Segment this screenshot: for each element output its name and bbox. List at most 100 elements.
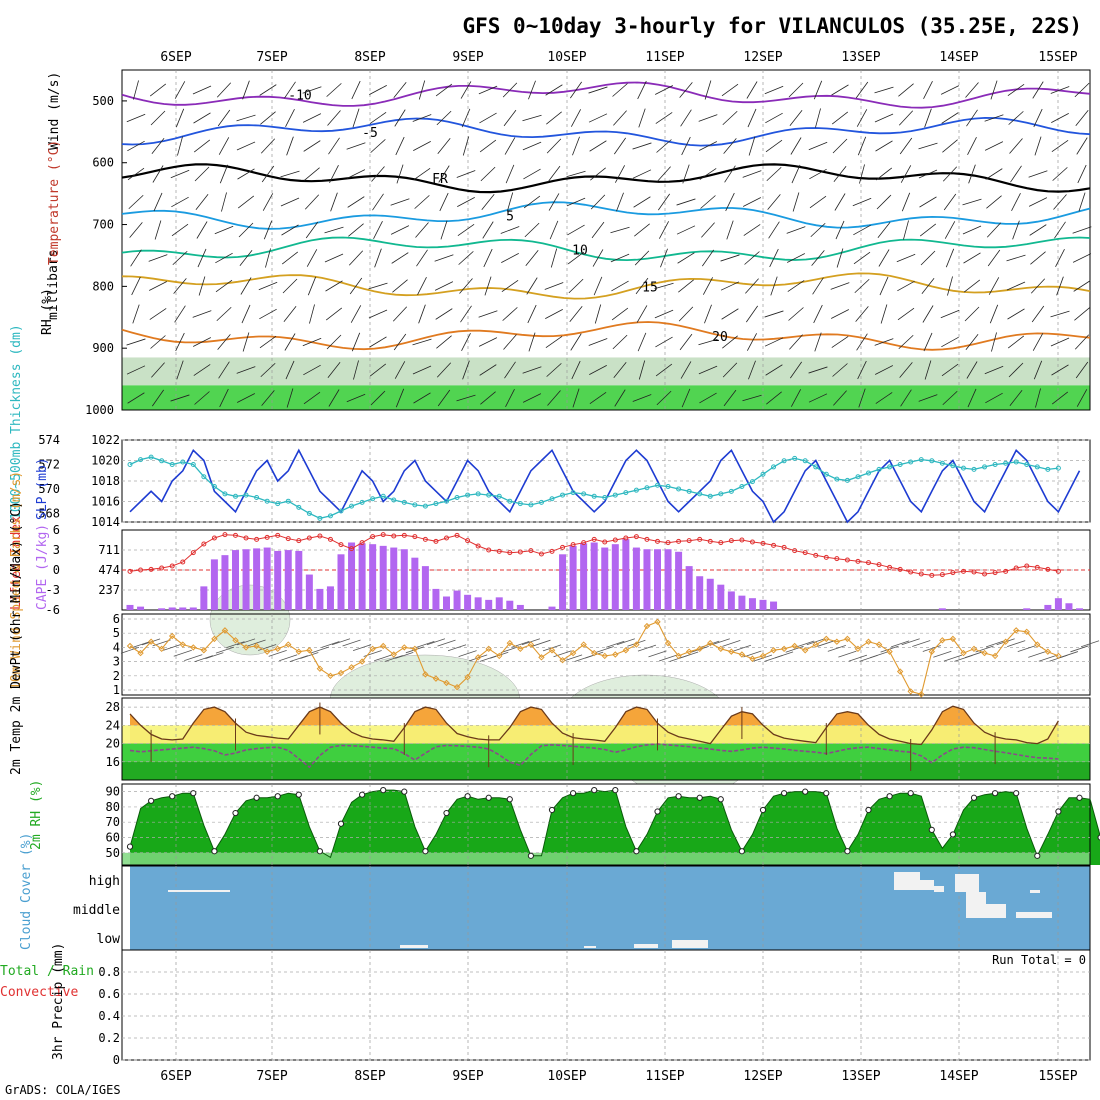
wind-barb (966, 361, 978, 379)
wind-barb (590, 167, 606, 181)
wind-barb (791, 164, 801, 184)
wind-barb (832, 363, 848, 377)
wind-barb (918, 142, 938, 150)
wind-barb (724, 165, 736, 183)
thickness-point (159, 458, 165, 464)
wind-barb (259, 308, 277, 320)
cape-bar (295, 550, 303, 610)
wind-barb (374, 248, 382, 268)
thickness-point (401, 499, 407, 505)
wind-barb (874, 338, 894, 346)
wind-barb (435, 308, 453, 320)
wind10m-point (126, 642, 134, 650)
thickness-point (475, 491, 481, 497)
wind-barb (394, 361, 406, 379)
wind10m-barb (447, 644, 467, 652)
rh-point (907, 790, 914, 797)
cape-bar (938, 608, 946, 610)
thickness-point (781, 458, 787, 464)
wind10m-tick: 2 (113, 669, 120, 683)
chart-title: GFS 0~10day 3-hourly for VILANCULOS (35.… (462, 14, 1082, 38)
wind10m-barb (1028, 651, 1047, 658)
thickness-point (739, 484, 745, 490)
wind-barb (612, 334, 628, 350)
wind-barb (307, 276, 317, 296)
wind-barb (962, 225, 982, 235)
li-point (243, 535, 249, 541)
wind-barb (965, 82, 979, 98)
li-point (897, 566, 903, 572)
cloud-label: Cloud Cover (%) (19, 833, 34, 950)
rh-label: RH (%) (40, 288, 55, 335)
wind10m-barb (1080, 640, 1100, 648)
cloud-cell (400, 945, 428, 948)
wind-barb (456, 394, 476, 402)
cape-bar (390, 547, 398, 610)
li-point (1045, 566, 1051, 572)
wind-barb (1052, 167, 1068, 181)
wind10m-point (812, 641, 819, 648)
wind-barb (283, 305, 297, 323)
wind-barb (394, 109, 406, 127)
wind10m-barb (901, 638, 920, 646)
wind-barb (1011, 192, 1021, 212)
wind-barb (413, 140, 431, 152)
wind-barb (149, 308, 167, 320)
precip-frame (121, 949, 1091, 1061)
rh-point (717, 796, 724, 803)
wind-barb (482, 221, 494, 239)
rh-point (654, 808, 661, 815)
thickness-point (327, 513, 333, 519)
wind-barb (505, 164, 515, 184)
thickness-tick: 570 (38, 482, 60, 496)
wind-barb (857, 136, 867, 156)
wind-barb (461, 108, 471, 128)
wind-barb (329, 164, 339, 184)
li-point (422, 536, 428, 542)
wind-barb (261, 165, 275, 183)
li-point (285, 536, 291, 542)
wind-barb (390, 225, 410, 235)
cape-bar (305, 574, 313, 610)
wind-barb (368, 309, 388, 319)
wind-barb (1008, 111, 1024, 125)
wind10m-barb (226, 641, 245, 649)
cape-bar (654, 549, 661, 610)
isotherm-label: 5 (506, 209, 514, 224)
wind-barb (614, 165, 626, 183)
thickness-point (243, 492, 249, 498)
wind-barb (126, 113, 146, 123)
wind-barb (282, 278, 298, 294)
wind-barb (503, 334, 517, 350)
thickness-point (718, 491, 724, 497)
wind-barb (413, 392, 431, 404)
wind10m-point (949, 635, 957, 643)
wind10m-point (844, 635, 851, 643)
wind-barb (748, 360, 756, 380)
wind-barb (330, 192, 338, 212)
li-point (950, 570, 956, 576)
wind-barb (984, 114, 1004, 122)
wind10m-point (728, 648, 735, 655)
thickness-point (908, 459, 914, 465)
wind-barb (611, 280, 629, 292)
wind-barb (638, 360, 646, 380)
wind10m-point (327, 672, 334, 680)
rh-point (253, 794, 260, 801)
wind-barb (214, 225, 234, 235)
li-point (971, 569, 977, 575)
wind-barb (702, 277, 714, 295)
cloud-level-label: low (97, 932, 121, 947)
wind10m-point (991, 652, 999, 660)
wind-barb (857, 360, 867, 380)
wind10m-barb (648, 650, 667, 658)
slp-tick: 1014 (91, 515, 120, 529)
wind-barb (326, 334, 342, 350)
wind10m-point (443, 679, 450, 687)
rh-point (738, 848, 746, 855)
credit-text: GrADS: COLA/IGES (5, 1083, 121, 1097)
wind10m-barb (595, 646, 614, 653)
wind-barb (370, 390, 386, 406)
wind-barb (1075, 110, 1089, 126)
thickness-point (201, 474, 207, 480)
